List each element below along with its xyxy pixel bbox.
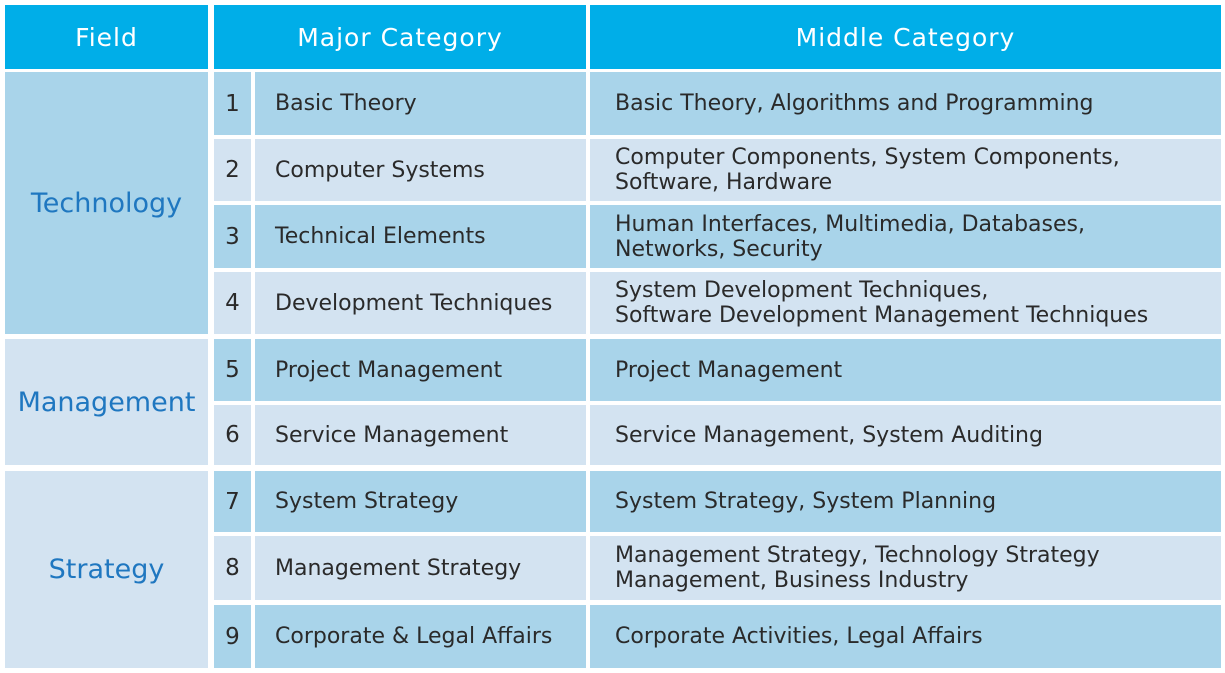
header-major-category: Major Category — [214, 5, 586, 69]
row-number: 9 — [214, 605, 251, 668]
major-category-cell: Basic Theory — [255, 72, 586, 135]
major-category-cell: System Strategy — [255, 471, 586, 532]
middle-category-cell: Corporate Activities, Legal Affairs — [590, 605, 1221, 668]
middle-category-cell: System Strategy, System Planning — [590, 471, 1221, 532]
row-number: 1 — [214, 72, 251, 135]
field-technology: Technology — [5, 72, 208, 334]
major-category-cell: Project Management — [255, 339, 586, 401]
row-number: 2 — [214, 139, 251, 201]
header-field: Field — [5, 5, 208, 69]
middle-category-cell: Human Interfaces, Multimedia, Databases,… — [590, 205, 1221, 268]
major-category-cell: Computer Systems — [255, 139, 586, 201]
row-number: 5 — [214, 339, 251, 401]
header-middle-category: Middle Category — [590, 5, 1221, 69]
major-category-cell: Development Techniques — [255, 272, 586, 334]
row-number: 6 — [214, 405, 251, 465]
row-number: 8 — [214, 536, 251, 600]
field-strategy: Strategy — [5, 471, 208, 668]
row-number: 3 — [214, 205, 251, 268]
major-category-cell: Corporate & Legal Affairs — [255, 605, 586, 668]
category-table: Field Major Category Middle Category Tec… — [5, 5, 1221, 668]
field-management: Management — [5, 339, 208, 465]
middle-category-cell: Computer Components, System Components, … — [590, 139, 1221, 201]
middle-category-cell: System Development Techniques, Software … — [590, 272, 1221, 334]
middle-category-cell: Project Management — [590, 339, 1221, 401]
row-number: 4 — [214, 272, 251, 334]
middle-category-cell: Service Management, System Auditing — [590, 405, 1221, 465]
row-number: 7 — [214, 471, 251, 532]
major-category-cell: Service Management — [255, 405, 586, 465]
major-category-cell: Management Strategy — [255, 536, 586, 600]
middle-category-cell: Management Strategy, Technology Strategy… — [590, 536, 1221, 600]
middle-category-cell: Basic Theory, Algorithms and Programming — [590, 72, 1221, 135]
major-category-cell: Technical Elements — [255, 205, 586, 268]
